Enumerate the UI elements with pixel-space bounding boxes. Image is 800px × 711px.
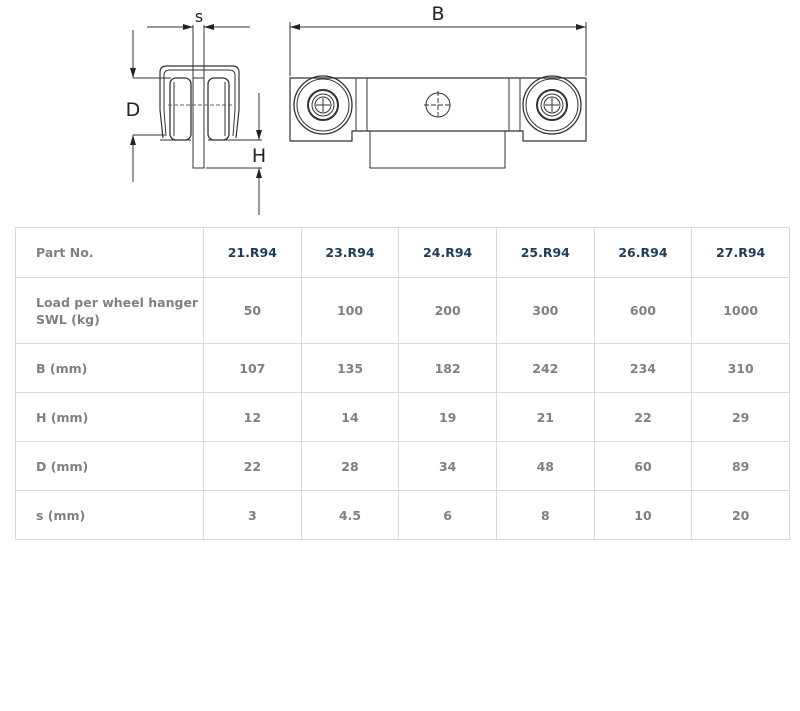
part-number: 26.R94 — [593, 227, 693, 278]
cell: 10 — [593, 490, 693, 540]
cell: 22 — [203, 441, 302, 491]
part-number: 24.R94 — [398, 227, 497, 278]
part-number: 21.R94 — [203, 227, 302, 278]
cell: 310 — [691, 343, 790, 393]
row-label: H (mm) — [15, 392, 204, 442]
row-label: B (mm) — [15, 343, 204, 393]
cell: 20 — [691, 490, 790, 540]
technical-drawing: s B D H — [126, 3, 587, 215]
left-wheel-icon — [293, 75, 353, 135]
spec-table: Part No. 21.R94 23.R94 24.R94 25.R94 26.… — [15, 227, 790, 540]
table-row: D (mm) 22 28 34 48 60 89 — [15, 441, 790, 491]
dim-label-h: H — [252, 145, 266, 167]
cell: 4.5 — [300, 490, 400, 540]
cell: 21 — [495, 392, 595, 442]
cell: 19 — [398, 392, 497, 442]
cell: 12 — [203, 392, 302, 442]
part-number: 25.R94 — [495, 227, 595, 278]
cell: 89 — [691, 441, 790, 491]
cell: 242 — [495, 343, 595, 393]
row-label: D (mm) — [15, 441, 204, 491]
table-row: Load per wheel hanger SWL (kg) 50 100 20… — [15, 277, 790, 344]
cell: 28 — [300, 441, 400, 491]
part-number: 27.R94 — [691, 227, 790, 278]
cell: 48 — [495, 441, 595, 491]
cell: 14 — [300, 392, 400, 442]
front-view — [289, 22, 587, 169]
cell: 234 — [593, 343, 693, 393]
cell: 100 — [300, 277, 400, 344]
right-wheel-icon — [522, 75, 582, 135]
cell: 50 — [203, 277, 302, 344]
table-header-row: Part No. 21.R94 23.R94 24.R94 25.R94 26.… — [15, 227, 790, 278]
row-label: s (mm) — [15, 490, 204, 540]
cell: 3 — [203, 490, 302, 540]
table-row: H (mm) 12 14 19 21 22 29 — [15, 392, 790, 442]
cell: 34 — [398, 441, 497, 491]
part-number: 23.R94 — [300, 227, 400, 278]
dim-label-d: D — [126, 99, 141, 121]
cell: 135 — [300, 343, 400, 393]
cell: 200 — [398, 277, 497, 344]
cell: 22 — [593, 392, 693, 442]
cell: 29 — [691, 392, 790, 442]
cell: 6 — [398, 490, 497, 540]
dim-label-b: B — [431, 3, 444, 25]
cell: 182 — [398, 343, 497, 393]
cell: 8 — [495, 490, 595, 540]
table-row: B (mm) 107 135 182 242 234 310 — [15, 343, 790, 393]
cell: 300 — [495, 277, 595, 344]
cell: 600 — [593, 277, 693, 344]
cell: 107 — [203, 343, 302, 393]
cell: 60 — [593, 441, 693, 491]
dim-label-s: s — [195, 7, 203, 26]
cell: 1000 — [691, 277, 790, 344]
row-label: Load per wheel hanger SWL (kg) — [15, 277, 204, 344]
table-row: s (mm) 3 4.5 6 8 10 20 — [15, 490, 790, 540]
header-label: Part No. — [15, 227, 204, 278]
side-view — [130, 24, 262, 215]
